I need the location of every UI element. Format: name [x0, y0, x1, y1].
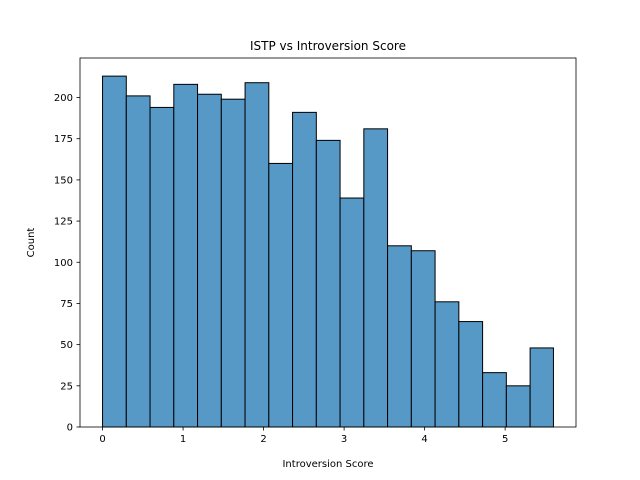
histogram-bar — [149, 106, 175, 428]
y-tick-label: 175 — [54, 134, 73, 145]
y-tick-label: 25 — [60, 381, 73, 392]
histogram-bar — [315, 139, 341, 428]
histogram-bar — [292, 111, 317, 428]
histogram-bar — [434, 301, 460, 428]
histogram-bar — [173, 83, 199, 428]
x-tick-label: 2 — [260, 434, 266, 445]
y-tick-label: 150 — [54, 175, 73, 186]
histogram-bar — [458, 321, 484, 428]
x-axis-label: Introversion Score — [282, 459, 373, 470]
x-tick-label: 5 — [502, 434, 508, 445]
histogram-bar — [363, 128, 389, 428]
bars-group — [102, 75, 554, 428]
y-tick-label: 100 — [54, 258, 73, 269]
x-tick-label: 3 — [341, 434, 347, 445]
histogram-bar — [339, 197, 365, 428]
histogram-bar — [387, 245, 412, 428]
histogram-bar — [505, 385, 531, 428]
y-tick-label: 0 — [67, 423, 73, 434]
x-tick-label: 1 — [180, 434, 186, 445]
histogram-bar — [529, 347, 554, 428]
histogram-bar — [268, 162, 294, 428]
y-tick-label: 125 — [54, 217, 73, 228]
y-tick-label: 50 — [60, 340, 73, 351]
histogram-bar — [197, 93, 222, 428]
histogram-bar — [102, 75, 127, 428]
y-tick-label: 200 — [54, 93, 73, 104]
histogram-bar — [125, 95, 151, 428]
x-tick-label: 4 — [421, 434, 427, 445]
y-axis-ticks: 0 25 50 75 100 125 150 175 200 — [54, 93, 80, 434]
histogram-bar — [244, 82, 270, 428]
histogram-bar — [482, 372, 507, 428]
histogram-bar — [220, 98, 246, 428]
chart-title: ISTP vs Introversion Score — [250, 39, 406, 53]
x-axis-ticks: 0 1 2 3 4 5 — [99, 427, 508, 445]
histogram-bar — [410, 250, 436, 428]
x-tick-label: 0 — [99, 434, 105, 445]
y-axis-label: Count — [26, 228, 37, 258]
y-tick-label: 75 — [60, 299, 73, 310]
plot-frame — [79, 57, 577, 428]
